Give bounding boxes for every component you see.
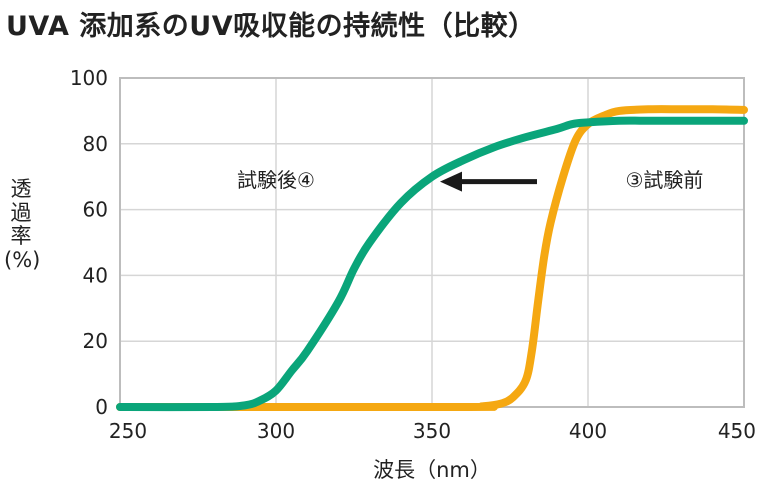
y-tick-label: 100 (70, 66, 108, 90)
series-lines (116, 105, 748, 412)
y-axis-label-char: 率 (10, 224, 32, 249)
y-axis-label-char: (%) (4, 247, 41, 272)
x-axis-label: 波長（nm） (373, 458, 491, 482)
y-tick-label: 80 (83, 132, 108, 156)
series-line (116, 116, 748, 412)
x-tick-label: 300 (257, 419, 295, 443)
chart-title: UVA 添加系のUV吸収能の持続性（比較） (6, 11, 536, 42)
x-tick-label: 250 (109, 419, 147, 443)
series-line (116, 105, 748, 412)
y-tick-label: 60 (83, 198, 108, 222)
series-label: ③試験前 (625, 168, 703, 192)
series-labels: 試験後④ ③試験前 (237, 168, 703, 192)
y-tick-label: 20 (83, 329, 108, 353)
shift-arrow (440, 171, 537, 192)
x-tick-label: 450 (718, 419, 756, 443)
y-axis-label-char: 透 (10, 177, 32, 201)
series-label: 試験後④ (237, 168, 315, 192)
x-tick-label: 350 (413, 419, 451, 443)
y-axis-label-char: 過 (10, 200, 32, 225)
grid-lines (119, 77, 745, 408)
x-tick-label: 400 (569, 419, 607, 443)
y-tick-label: 0 (95, 395, 108, 419)
y-axis-label: 透 過 率 (%) (4, 177, 41, 272)
tick-labels: 0 20 40 60 80 100 250 300 350 400 450 (70, 66, 756, 443)
arrow-head (440, 171, 462, 192)
y-tick-label: 40 (83, 263, 108, 287)
